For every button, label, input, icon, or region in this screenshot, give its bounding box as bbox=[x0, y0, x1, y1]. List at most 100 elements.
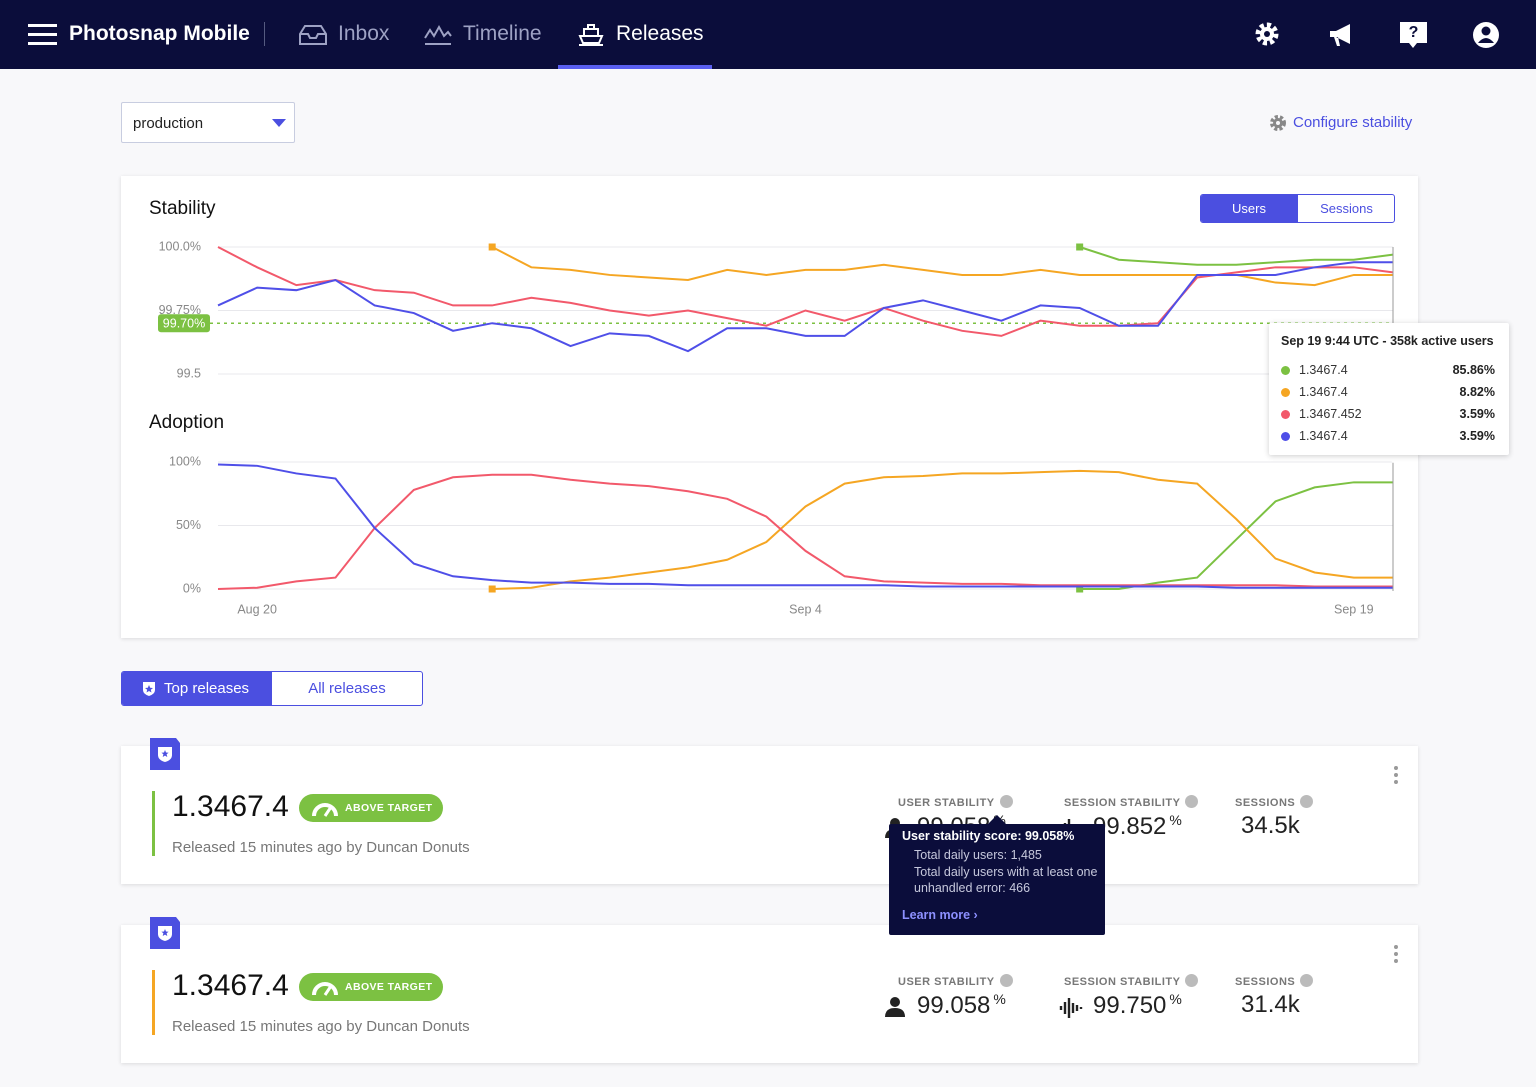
series-start-marker bbox=[1076, 585, 1084, 593]
environment-dropdown[interactable]: production bbox=[121, 102, 295, 143]
target-label: 99.70% bbox=[163, 316, 205, 330]
legend-dot bbox=[1281, 432, 1290, 441]
x-tick-label: Aug 20 bbox=[237, 602, 277, 616]
y-tick-label: 99.75% bbox=[159, 303, 201, 317]
series-share: 3.59% bbox=[1459, 407, 1495, 421]
help-icon[interactable] bbox=[1185, 974, 1199, 987]
settings-icon[interactable] bbox=[1254, 21, 1282, 49]
help-icon[interactable] bbox=[1300, 974, 1314, 987]
help-icon[interactable] bbox=[1185, 795, 1199, 808]
release-meta: Released 15 minutes ago by Duncan Donuts bbox=[172, 839, 470, 856]
metric-label-text: SESSION STABILITY bbox=[1064, 797, 1181, 809]
learn-more-link[interactable]: Learn more › bbox=[902, 908, 978, 922]
metric-label: SESSIONS bbox=[1235, 974, 1314, 988]
tab-all-releases[interactable]: All releases bbox=[308, 680, 386, 697]
legend-dot bbox=[1281, 410, 1290, 419]
series-name: 1.3467.4 bbox=[1299, 385, 1348, 399]
nav-tab[interactable]: Inbox bbox=[338, 22, 390, 45]
status-badge: ABOVE TARGET bbox=[299, 973, 443, 1001]
series-name: 1.3467.4 bbox=[1299, 363, 1348, 377]
top-release-bookmark bbox=[150, 738, 180, 770]
series-line bbox=[492, 469, 1393, 590]
metric-number: 34.5k bbox=[1241, 812, 1300, 839]
help-icon[interactable] bbox=[999, 974, 1013, 987]
tooltip-item: Total daily users with at least one unha… bbox=[914, 864, 1098, 896]
releases-icon bbox=[578, 24, 604, 46]
configure-icon bbox=[1270, 115, 1286, 131]
metric-number: 99.852 bbox=[1093, 813, 1167, 840]
configure-link[interactable]: Configure stability bbox=[1293, 114, 1413, 131]
series-name: 1.3467.452 bbox=[1299, 407, 1362, 421]
toggle-sessions[interactable]: Sessions bbox=[1297, 195, 1394, 222]
metric-label-text: SESSIONS bbox=[1235, 976, 1296, 988]
y-tick-label: 0% bbox=[183, 581, 201, 595]
more-menu[interactable] bbox=[1393, 765, 1399, 785]
metric-value: 99.750% bbox=[1093, 991, 1182, 1020]
dropdown-value: production bbox=[133, 115, 204, 132]
legend-dot bbox=[1281, 366, 1290, 375]
metric-number: 99.058 bbox=[917, 992, 991, 1019]
y-tick-label: 100.0% bbox=[159, 239, 201, 253]
account-icon[interactable] bbox=[1472, 21, 1500, 49]
tooltip-pointer bbox=[987, 815, 1007, 825]
help-icon[interactable]: ? bbox=[1399, 21, 1429, 49]
metric-tooltip: User stability score: 99.058% Total dail… bbox=[889, 824, 1105, 935]
top-release-bookmark bbox=[150, 917, 180, 949]
tooltip-item: Total daily users: 1,485 bbox=[914, 848, 1042, 862]
menu-icon[interactable] bbox=[28, 23, 58, 47]
series-share: 8.82% bbox=[1459, 385, 1495, 399]
help-icon[interactable] bbox=[1300, 795, 1314, 808]
y-tick-label: 99.5 bbox=[177, 366, 201, 380]
inbox-icon bbox=[299, 25, 327, 45]
tooltip-title: User stability score: 99.058% bbox=[902, 829, 1075, 843]
series-line bbox=[217, 463, 1393, 589]
svg-text:?: ? bbox=[1409, 24, 1419, 41]
metric-label-text: SESSION STABILITY bbox=[1064, 976, 1181, 988]
badge-label: ABOVE TARGET bbox=[345, 981, 433, 993]
metric-number: 99.750 bbox=[1093, 992, 1167, 1019]
nav-tab-active[interactable]: Releases bbox=[616, 22, 704, 45]
series-start-marker bbox=[1076, 243, 1084, 251]
metric-label: SESSION STABILITY bbox=[1064, 795, 1199, 809]
series-line bbox=[217, 246, 1394, 337]
separator bbox=[264, 22, 265, 46]
announce-icon[interactable] bbox=[1328, 22, 1356, 48]
tab-top-releases[interactable]: Top releases bbox=[122, 672, 272, 705]
users-sessions-toggle: Users Sessions bbox=[1200, 194, 1395, 223]
active-underline bbox=[558, 65, 712, 69]
nav-tab[interactable]: Timeline bbox=[463, 22, 542, 45]
release-tabs: Top releases All releases bbox=[121, 671, 423, 706]
shield-icon bbox=[143, 682, 155, 696]
metric-label-text: USER STABILITY bbox=[898, 976, 995, 988]
app-name[interactable]: Photosnap Mobile bbox=[69, 22, 250, 45]
series-share: 3.59% bbox=[1459, 429, 1495, 443]
dropdown-arrow bbox=[272, 119, 286, 127]
release-card: 1.3467.4 ABOVE TARGET Released 15 minutes … bbox=[121, 925, 1418, 1063]
toggle-users[interactable]: Users bbox=[1201, 195, 1297, 222]
session-icon bbox=[1059, 998, 1083, 1018]
target-badge bbox=[158, 314, 210, 333]
charts: Stability 100.0% 99.75% 99.5 99.70% Adoption 1… bbox=[149, 198, 1401, 617]
series-name: 1.3467.4 bbox=[1299, 429, 1348, 443]
series-share: 85.86% bbox=[1452, 363, 1495, 377]
x-tick-label: Sep 4 bbox=[789, 602, 822, 616]
series-line bbox=[1079, 246, 1394, 266]
metric-label: USER STABILITY bbox=[898, 795, 1013, 809]
status-badge: ABOVE TARGET bbox=[299, 794, 443, 822]
metric-label-text: USER STABILITY bbox=[898, 797, 995, 809]
metric-value: 99.058% bbox=[917, 991, 1006, 1020]
help-icon[interactable] bbox=[999, 795, 1013, 808]
tooltip-pointer bbox=[1385, 455, 1401, 463]
release-color-bar bbox=[152, 970, 155, 1035]
chart-title: Adoption bbox=[149, 412, 224, 433]
series-start-marker bbox=[488, 585, 496, 593]
release-meta: Released 15 minutes ago by Duncan Donuts bbox=[172, 1018, 470, 1035]
more-menu[interactable] bbox=[1393, 944, 1399, 964]
y-tick-label: 100% bbox=[169, 454, 201, 468]
release-color-bar bbox=[152, 791, 155, 856]
metric-value: 31.4k bbox=[1241, 991, 1300, 1019]
metric-label-text: SESSIONS bbox=[1235, 797, 1296, 809]
badge-label: ABOVE TARGET bbox=[345, 802, 433, 814]
metric-unit: % bbox=[1169, 812, 1182, 828]
timeline-icon bbox=[424, 24, 452, 45]
